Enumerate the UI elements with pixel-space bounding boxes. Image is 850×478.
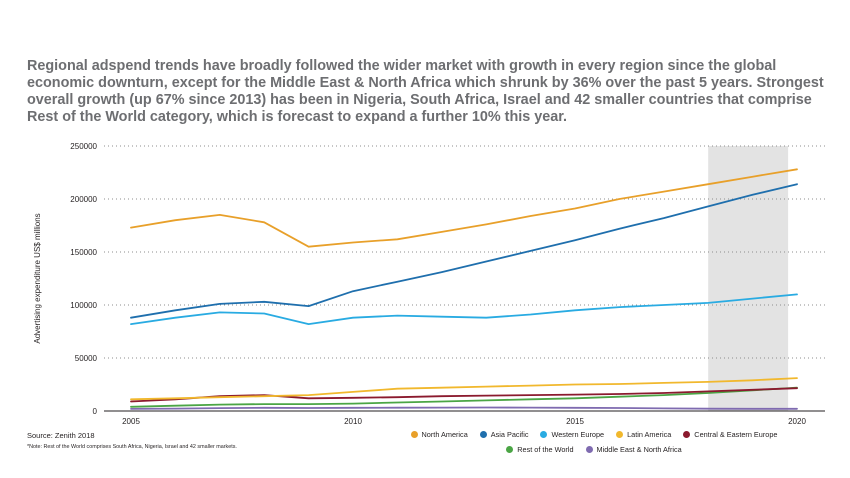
legend-label: Rest of the World bbox=[517, 445, 574, 454]
x-tick-label: 2020 bbox=[788, 417, 806, 426]
legend-item: North America bbox=[410, 430, 468, 439]
series-line-north-america bbox=[130, 168, 798, 248]
legend-row: North America Asia Pacific Western Europe L… bbox=[364, 430, 824, 439]
legend-label: Middle East & North Africa bbox=[596, 445, 682, 454]
legend-item: Middle East & North Africa bbox=[585, 445, 682, 454]
legend-marker bbox=[540, 431, 548, 438]
series-line-central-eastern-europe bbox=[130, 387, 798, 403]
legend-item: Rest of the World bbox=[506, 445, 574, 454]
legend-marker bbox=[585, 446, 593, 453]
legend-marker bbox=[506, 446, 514, 453]
y-tick-label: 50000 bbox=[75, 354, 98, 363]
legend-label: Asia Pacific bbox=[490, 430, 529, 439]
legend-label: Latin America bbox=[627, 430, 672, 439]
legend-label: Central & Eastern Europe bbox=[694, 430, 778, 439]
y-tick-label: 0 bbox=[93, 407, 98, 416]
legend-item: Latin America bbox=[616, 430, 671, 439]
headline-line-1: Regional adspend trends have broadly fol… bbox=[27, 58, 777, 74]
x-tick-label: 2010 bbox=[344, 417, 362, 426]
legend-marker bbox=[479, 431, 487, 438]
y-tick-label: 150000 bbox=[70, 248, 97, 257]
legend-marker bbox=[410, 431, 418, 438]
y-tick-label: 100000 bbox=[70, 301, 97, 310]
series-line-western-europe bbox=[130, 293, 798, 326]
series-line-rest-of-the-world bbox=[130, 386, 798, 408]
legend-row: Rest of the World Middle East & North Afr… bbox=[364, 445, 824, 454]
headline-line-2: economic downturn, except for the Middle… bbox=[27, 74, 824, 91]
chart-headline: Regional adspend trends have broadly fol… bbox=[27, 58, 824, 126]
series-line-latin-america bbox=[130, 377, 798, 401]
y-tick-label: 250000 bbox=[70, 142, 97, 151]
legend-item: Central & Eastern Europe bbox=[683, 430, 777, 439]
chart-legend: North America Asia Pacific Western Europe L… bbox=[364, 430, 824, 460]
series-line-middle-east-north-africa bbox=[130, 406, 798, 410]
forecast-band bbox=[708, 146, 789, 411]
legend-label: Western Europe bbox=[551, 430, 605, 439]
legend-marker bbox=[683, 431, 691, 438]
footnote: *Note: Rest of the World comprises South… bbox=[27, 444, 237, 450]
x-tick-label: 2005 bbox=[122, 417, 140, 426]
y-axis-title: Advertising expenditure US$ millions bbox=[33, 213, 42, 343]
legend-label: North America bbox=[421, 430, 468, 439]
x-tick-label: 2015 bbox=[566, 417, 584, 426]
legend-item: Western Europe bbox=[540, 430, 604, 439]
y-tick-label: 200000 bbox=[70, 195, 97, 204]
source-note: Source: Zenith 2018 bbox=[27, 431, 95, 440]
headline-line-4: Rest of the World category, which is for… bbox=[27, 108, 568, 125]
legend-marker bbox=[616, 431, 624, 438]
series-line-asia-pacific bbox=[130, 183, 798, 319]
legend-item: Asia Pacific bbox=[479, 430, 529, 439]
headline-line-3: overall growth (up 67% since 2013) has b… bbox=[27, 91, 812, 108]
